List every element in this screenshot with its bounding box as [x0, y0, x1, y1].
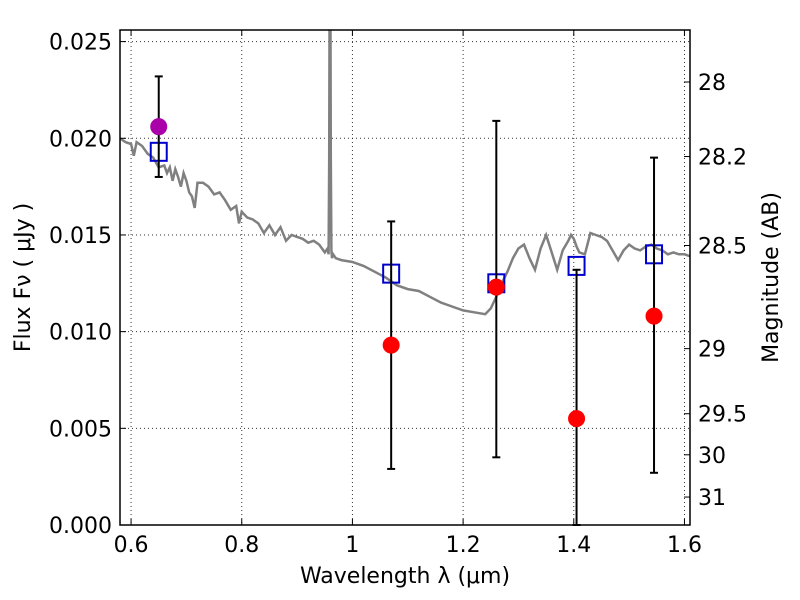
y-tick-label: 0.020: [49, 127, 112, 152]
x-tick-label: 0.8: [224, 533, 259, 558]
y-tick-label: 0.025: [49, 31, 112, 56]
right-tick-label: 28.2: [698, 146, 747, 171]
observed-point: [382, 336, 400, 354]
x-tick-label: 1: [345, 533, 359, 558]
axis-ticks: 0.6 0.8 1 1.2 1.4 1.6 0.000 0.005 0.010 0.015 0.02…: [49, 30, 747, 558]
observed-point: [150, 118, 168, 136]
x-tick-label: 1.4: [556, 533, 591, 558]
data-series: [120, 30, 690, 526]
plot-frame: [119, 29, 691, 526]
y-tick-label: 0.005: [49, 417, 112, 442]
x-tick-label: 1.6: [667, 533, 702, 558]
x-axis-title: Wavelength λ (μm): [300, 564, 510, 589]
spectrum-line: [120, 30, 690, 316]
right-tick-label: 29.5: [698, 403, 747, 428]
observed-point: [568, 410, 586, 428]
y-axis-title: Flux Fν ( μJy ): [11, 203, 36, 352]
x-tick-label: 1.2: [446, 533, 481, 558]
right-tick-label: 29: [698, 338, 726, 363]
right-axis-title: Magnitude (AB): [759, 192, 784, 363]
right-tick-label: 31: [698, 486, 726, 511]
y-tick-label: 0.010: [49, 321, 112, 346]
observed-point: [487, 278, 505, 296]
y-tick-label: 0.000: [49, 514, 112, 539]
observed-point: [645, 307, 663, 325]
right-tick-label: 30: [698, 444, 726, 469]
grid: [120, 30, 690, 526]
right-tick-label: 28.5: [698, 234, 747, 259]
right-tick-label: 28: [698, 71, 726, 96]
x-tick-label: 0.6: [114, 533, 149, 558]
y-tick-label: 0.015: [49, 224, 112, 249]
